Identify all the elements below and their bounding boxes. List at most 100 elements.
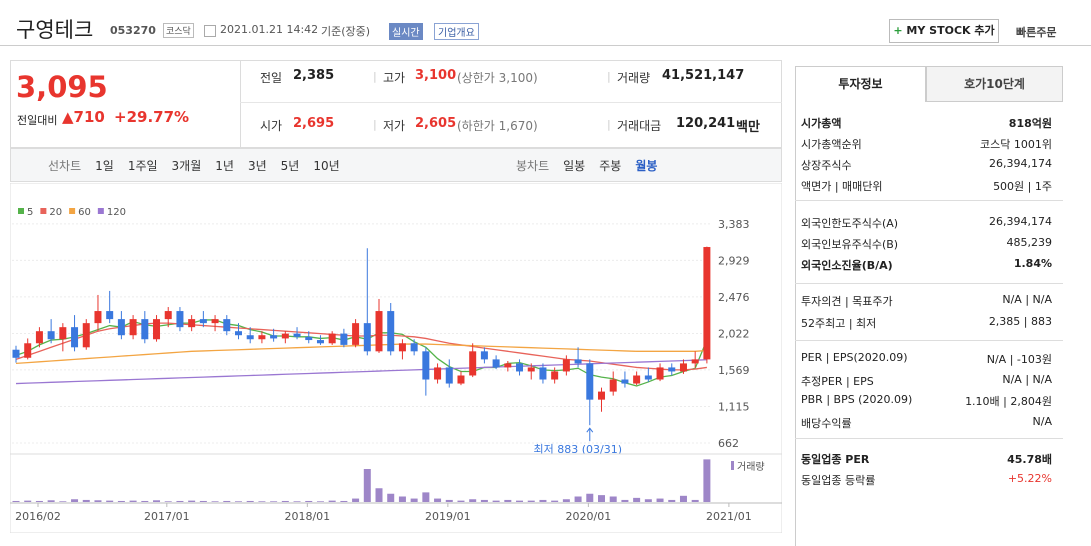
x-tick-label: 2020/01 bbox=[566, 510, 612, 523]
invest-value: 코스닥 1001위 bbox=[980, 138, 1052, 151]
invest-label: 외국인한도주식수(A) bbox=[801, 217, 899, 230]
sep: | bbox=[373, 118, 377, 131]
overview-button[interactable]: 기업개요 bbox=[434, 23, 479, 40]
invest-value: 500원 | 1주 bbox=[993, 180, 1052, 193]
x-tick-label: 2019/01 bbox=[425, 510, 471, 523]
y-tick-label: 1,115 bbox=[718, 400, 750, 413]
volume-bar bbox=[153, 500, 161, 502]
volume-bar bbox=[352, 498, 360, 502]
candle-body bbox=[352, 323, 360, 345]
candle-tab[interactable]: 주봉 bbox=[599, 158, 622, 173]
legend-label: 5 bbox=[27, 207, 33, 218]
y-tick-label: 2,022 bbox=[718, 327, 750, 340]
volume-bar bbox=[234, 501, 242, 502]
invest-panel bbox=[795, 66, 1063, 546]
candle-body bbox=[527, 367, 535, 372]
mystock-button[interactable]: + MY STOCK 추가 bbox=[889, 19, 999, 43]
volume-bar bbox=[47, 500, 55, 502]
invest-label: 동일업종 등락률 bbox=[801, 474, 876, 487]
candle-tab[interactable]: 일봉 bbox=[563, 158, 586, 173]
candle-body bbox=[539, 367, 547, 380]
volume-bar bbox=[527, 500, 535, 502]
invest-row: 외국인한도주식수(A) 26,394,174 bbox=[801, 215, 1052, 231]
volume-bar bbox=[598, 495, 605, 502]
stat-value: 120,241 bbox=[676, 116, 736, 131]
volume-bar bbox=[679, 495, 687, 502]
invest-tab[interactable]: 호가10단계 bbox=[926, 66, 1063, 102]
volume-bar bbox=[71, 499, 79, 502]
volume-bar bbox=[188, 500, 196, 502]
candle-body bbox=[586, 363, 594, 400]
y-tick-label: 662 bbox=[718, 437, 739, 450]
period-tab[interactable]: 3개월 bbox=[171, 158, 202, 173]
candle-body bbox=[106, 311, 114, 320]
invest-divider bbox=[795, 283, 1063, 284]
volume-bar bbox=[387, 493, 395, 502]
invest-row: 동일업종 PER 45.78배 bbox=[801, 451, 1052, 467]
invest-tab[interactable]: 투자정보 bbox=[795, 66, 926, 102]
candle-body bbox=[375, 311, 383, 352]
volume-bar bbox=[516, 500, 524, 502]
legend-label: 60 bbox=[78, 207, 91, 218]
stat-note: (하한가 1,670) bbox=[457, 119, 538, 133]
invest-row: 동일업종 등락률 +5.22% bbox=[801, 472, 1052, 488]
invest-row: 상장주식수 26,394,174 bbox=[801, 157, 1052, 173]
candle-body bbox=[574, 359, 582, 364]
period-tab[interactable]: 10년 bbox=[313, 158, 340, 173]
candle-body bbox=[457, 375, 465, 384]
stat-value: 3,100 bbox=[415, 68, 457, 83]
basis: 기준(장중) bbox=[321, 25, 371, 38]
period-tab[interactable]: 1일 bbox=[95, 158, 114, 173]
invest-label: 상장주식수 bbox=[801, 159, 852, 172]
y-tick-label: 1,569 bbox=[718, 364, 750, 377]
realtime-badge[interactable]: 실시간 bbox=[389, 23, 423, 40]
candle-body bbox=[234, 331, 242, 336]
volume-bar bbox=[106, 500, 114, 502]
candle-tab[interactable]: 월봉 bbox=[635, 158, 658, 173]
candle-body bbox=[211, 319, 219, 324]
period-tab[interactable]: 1년 bbox=[215, 158, 234, 173]
invest-value: 26,394,174 bbox=[989, 215, 1052, 228]
volume-label: 거래량 bbox=[737, 461, 765, 473]
volume-legend-swatch bbox=[731, 461, 734, 470]
y-tick-label: 2,929 bbox=[718, 254, 750, 267]
calendar-icon bbox=[204, 25, 216, 37]
candle-body bbox=[35, 331, 43, 344]
invest-row: 추정PER | EPS N/A | N/A bbox=[801, 373, 1052, 389]
volume-bar bbox=[434, 498, 442, 502]
legend-label: 120 bbox=[107, 207, 126, 218]
period-tab[interactable]: 1주일 bbox=[127, 158, 158, 173]
candle-body bbox=[633, 375, 641, 384]
stat-unit: 백만 bbox=[736, 120, 760, 135]
quick-order[interactable]: 빠른주문 bbox=[1016, 26, 1057, 39]
candle-body bbox=[480, 351, 488, 360]
candle-body bbox=[164, 311, 172, 320]
invest-label: 배당수익률 bbox=[801, 417, 852, 430]
period-tab[interactable]: 5년 bbox=[280, 158, 300, 173]
stat-label: 고가 bbox=[383, 71, 406, 85]
volume-bar bbox=[363, 469, 371, 502]
candle-body bbox=[117, 319, 125, 336]
invest-row: 배당수익률 N/A bbox=[801, 415, 1052, 431]
volume-bar bbox=[293, 501, 301, 502]
invest-label: 외국인소진율(B/A) bbox=[801, 259, 893, 272]
volume-bar bbox=[211, 501, 219, 502]
legend-swatch bbox=[97, 208, 104, 214]
volume-bar bbox=[82, 499, 90, 502]
invest-row: 투자의견 | 목표주가 N/A | N/A bbox=[801, 293, 1052, 309]
ma-line bbox=[15, 343, 707, 365]
stat-note: (상한가 3,100) bbox=[457, 71, 538, 85]
candle-body bbox=[656, 367, 664, 380]
volume-bar bbox=[609, 496, 617, 502]
volume-bar bbox=[480, 499, 488, 502]
stat-label: 저가 bbox=[383, 119, 406, 133]
volume-bar bbox=[668, 499, 676, 502]
change-label: 전일대비 bbox=[17, 114, 58, 127]
candle-body bbox=[12, 349, 20, 358]
volume-bar bbox=[562, 499, 570, 502]
y-tick-label: 3,383 bbox=[718, 218, 750, 231]
candle-body bbox=[598, 391, 605, 400]
period-tab[interactable]: 3년 bbox=[247, 158, 267, 173]
volume-bar bbox=[94, 500, 102, 502]
